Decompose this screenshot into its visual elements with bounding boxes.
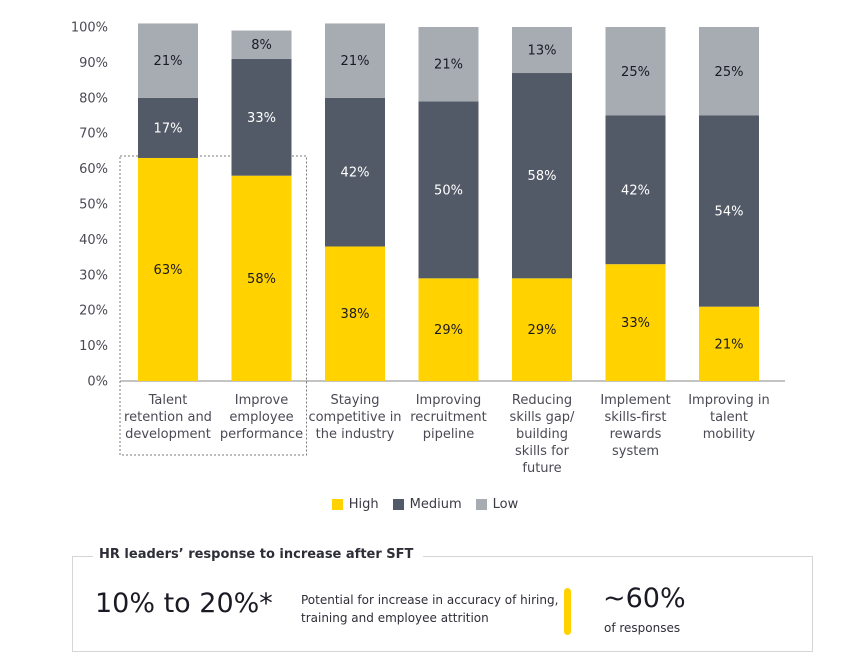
stacked-bar-chart: 0% 10% 20% 30% 40% 50% 60% 70% 80% 90% 100% 63% 17% 2… xyxy=(71,21,785,476)
y-tick-label: 80% xyxy=(79,91,108,106)
response-stat-label: of responses xyxy=(604,621,681,635)
category-label: employee xyxy=(229,410,293,425)
data-label: 38% xyxy=(341,307,370,322)
data-label: 50% xyxy=(434,183,463,198)
bar-low xyxy=(512,27,572,74)
category-label: skills-first xyxy=(604,410,666,425)
category-label: Implement xyxy=(600,393,670,408)
legend-item-medium: Medium xyxy=(392,497,462,512)
data-label: 58% xyxy=(528,169,557,184)
category-label: recruitment xyxy=(410,410,487,425)
accent-bar xyxy=(564,588,571,635)
bar-low xyxy=(231,30,292,59)
legend-swatch-low xyxy=(475,499,487,510)
category-label: Staying xyxy=(330,393,379,408)
y-tick-label: 30% xyxy=(79,268,108,283)
data-label: 29% xyxy=(434,323,463,338)
data-label: 58% xyxy=(247,272,276,287)
data-label: 25% xyxy=(715,65,744,80)
bar-medium xyxy=(325,97,385,247)
category-label: skills gap/ xyxy=(510,410,576,425)
category-label: Improving xyxy=(416,393,482,408)
category-label: system xyxy=(612,444,659,459)
category-label: development xyxy=(125,427,211,442)
category-label: pipeline xyxy=(423,427,475,442)
increase-description: Potential for increase in accuracy of hi… xyxy=(301,593,559,625)
y-tick-label: 90% xyxy=(79,56,108,71)
chart-legend: High Medium Low xyxy=(0,497,850,512)
category-label: skills for xyxy=(515,444,570,459)
data-label: 33% xyxy=(621,316,650,331)
y-tick-label: 20% xyxy=(79,304,108,319)
bar-low xyxy=(418,27,479,102)
data-label: 21% xyxy=(341,54,370,69)
bar-low xyxy=(699,27,759,116)
bar-low xyxy=(138,23,198,98)
data-label: 42% xyxy=(341,166,370,181)
increase-range: 10% to 20%* xyxy=(95,588,273,619)
data-label: 21% xyxy=(715,337,744,352)
bar-high xyxy=(138,157,198,381)
category-label: competitive in xyxy=(308,410,401,425)
category-label: Improve xyxy=(235,393,288,408)
data-label: 8% xyxy=(251,38,272,53)
legend-label-high: High xyxy=(348,497,379,512)
data-label: 17% xyxy=(154,121,183,136)
category-label: talent xyxy=(710,410,748,425)
y-tick-label: 60% xyxy=(79,162,108,177)
callout-title: HR leaders’ response to increase after S… xyxy=(93,547,424,562)
bar-high xyxy=(231,175,292,381)
legend-label-medium: Medium xyxy=(409,497,462,512)
legend-swatch-high xyxy=(331,499,343,510)
bar-medium xyxy=(512,73,572,279)
bar-low xyxy=(605,27,666,116)
bar-medium xyxy=(138,97,198,158)
data-label: 25% xyxy=(621,65,650,80)
callout-box: HR leaders’ response to increase after S… xyxy=(72,547,813,652)
bar-high xyxy=(325,246,385,381)
category-label: the industry xyxy=(316,427,395,442)
bar-medium xyxy=(605,115,666,265)
y-tick-label: 0% xyxy=(87,375,108,390)
bar-medium xyxy=(231,58,292,176)
category-label: future xyxy=(522,461,561,476)
category-label: mobility xyxy=(703,427,756,442)
data-label: 63% xyxy=(154,263,183,278)
category-label: retention and xyxy=(124,410,212,425)
legend-item-high: High xyxy=(331,497,379,512)
category-label: rewards xyxy=(610,427,662,442)
bar-high xyxy=(418,278,479,381)
y-tick-label: 50% xyxy=(79,198,108,213)
data-label: 21% xyxy=(154,54,183,69)
category-label: Reducing xyxy=(512,393,572,408)
data-label: 42% xyxy=(621,183,650,198)
legend-swatch-medium xyxy=(392,499,404,510)
bar-medium xyxy=(699,115,759,307)
data-label: 33% xyxy=(247,111,276,126)
legend-label-low: Low xyxy=(492,497,519,512)
y-tick-label: 40% xyxy=(79,233,108,248)
legend-item-low: Low xyxy=(475,497,519,512)
y-tick-label: 10% xyxy=(79,339,108,354)
bar-high xyxy=(605,264,666,381)
data-label: 29% xyxy=(528,323,557,338)
category-label: building xyxy=(516,427,568,442)
bar-low xyxy=(325,23,385,98)
y-tick-label: 100% xyxy=(71,21,108,36)
data-label: 13% xyxy=(528,44,557,59)
category-label: Improving in xyxy=(688,393,770,408)
data-label: 21% xyxy=(434,58,463,73)
bar-high xyxy=(699,306,759,381)
category-label: performance xyxy=(220,427,303,442)
bar-medium xyxy=(418,101,479,279)
highlight-box xyxy=(119,155,307,456)
category-label: Talent xyxy=(148,393,188,408)
response-stat: ~60% xyxy=(603,583,686,614)
y-tick-label: 70% xyxy=(79,127,108,142)
bar-high xyxy=(512,278,572,381)
data-label: 54% xyxy=(715,205,744,220)
